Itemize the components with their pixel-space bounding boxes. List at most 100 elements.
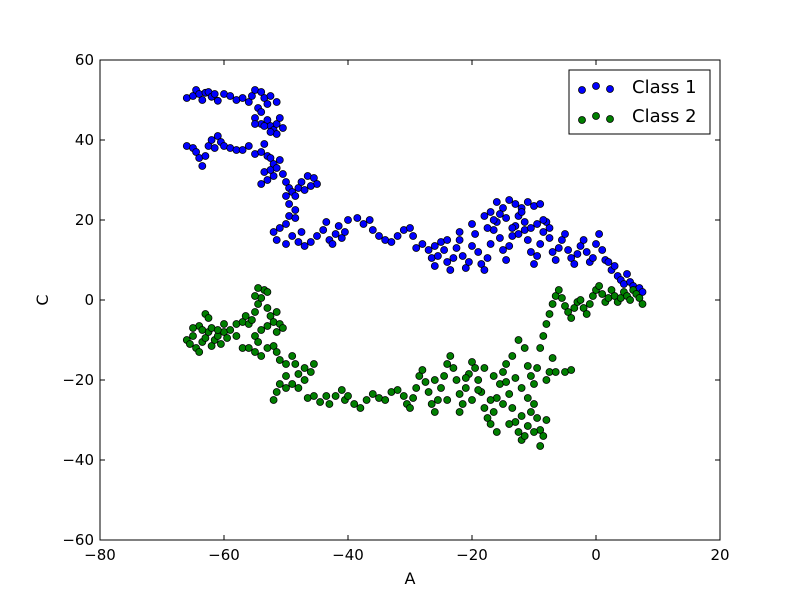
data-point — [269, 228, 278, 236]
data-point — [511, 200, 520, 208]
data-point — [192, 148, 201, 156]
data-point — [499, 246, 507, 254]
data-point — [458, 400, 467, 408]
data-point — [207, 136, 216, 144]
data-point — [223, 334, 232, 342]
data-point — [198, 162, 207, 170]
data-point — [530, 428, 538, 436]
legend-label-class-1: Class 1 — [632, 77, 697, 98]
y-tick-label: 60 — [75, 51, 94, 69]
data-point — [288, 232, 297, 240]
legend-marker-dot — [578, 116, 586, 124]
data-point — [412, 384, 421, 392]
data-point — [589, 292, 597, 300]
data-point — [350, 400, 359, 408]
data-point — [213, 326, 222, 334]
data-point — [412, 244, 421, 252]
data-point — [226, 92, 235, 100]
data-point — [251, 292, 259, 300]
data-point — [576, 296, 585, 304]
data-point — [564, 246, 572, 254]
data-point — [499, 400, 507, 408]
data-point — [433, 396, 442, 404]
data-point — [461, 374, 470, 382]
data-point — [306, 368, 315, 376]
data-point — [198, 326, 207, 334]
data-point — [589, 254, 597, 262]
data-point — [282, 384, 290, 392]
data-point — [213, 132, 222, 140]
data-point — [598, 290, 607, 298]
data-point — [558, 294, 566, 302]
data-point — [623, 270, 631, 278]
data-point — [272, 236, 281, 244]
data-point — [213, 96, 222, 105]
data-point — [291, 206, 300, 214]
data-point — [421, 378, 430, 386]
data-point — [520, 344, 529, 352]
y-tick-label: 40 — [75, 131, 94, 149]
data-point — [210, 90, 219, 98]
data-point — [527, 372, 535, 380]
data-point — [548, 248, 557, 256]
data-point — [272, 164, 281, 172]
data-point — [238, 146, 247, 154]
data-point — [505, 196, 514, 204]
data-point — [585, 300, 594, 308]
x-axis-label: A — [405, 569, 416, 588]
data-point — [533, 220, 541, 228]
data-point — [266, 154, 275, 162]
data-point — [381, 396, 390, 404]
data-point — [278, 170, 287, 178]
data-point — [309, 392, 318, 400]
data-point — [226, 326, 235, 334]
data-point — [539, 216, 548, 224]
data-point — [275, 224, 284, 232]
data-point — [449, 364, 458, 372]
data-point — [344, 216, 352, 224]
data-point — [492, 198, 501, 206]
data-point — [536, 200, 545, 208]
y-tick-label: 20 — [75, 211, 94, 229]
data-point — [455, 228, 464, 236]
data-point — [455, 390, 464, 398]
data-point — [533, 414, 541, 422]
data-point — [430, 262, 439, 270]
data-point — [492, 428, 501, 436]
data-point — [201, 334, 210, 342]
data-point — [505, 420, 514, 428]
data-point — [604, 258, 613, 266]
data-point — [204, 314, 213, 322]
data-point — [247, 316, 256, 324]
data-point — [523, 198, 532, 206]
data-point — [195, 348, 204, 356]
data-point — [291, 192, 300, 200]
data-point — [443, 396, 452, 404]
data-point — [554, 286, 563, 294]
data-point — [344, 392, 352, 400]
data-point — [257, 88, 266, 96]
y-axis-label: C — [33, 294, 52, 305]
data-points — [182, 86, 647, 450]
data-point — [598, 246, 607, 254]
data-point — [517, 384, 526, 392]
data-point — [474, 386, 483, 394]
data-point — [561, 302, 569, 310]
legend-box — [568, 69, 711, 135]
data-point — [486, 208, 495, 216]
x-tick-label: 20 — [710, 546, 729, 564]
legend-marker-class-1 — [578, 82, 614, 94]
x-tick-label: 0 — [591, 546, 601, 564]
data-point — [527, 248, 535, 256]
legend-marker-dot — [578, 86, 586, 94]
data-point — [523, 236, 532, 244]
data-point — [185, 340, 194, 348]
data-point — [427, 400, 436, 408]
data-point — [505, 390, 514, 398]
data-point — [325, 400, 334, 408]
data-point — [495, 234, 504, 242]
data-point — [297, 178, 306, 186]
data-point — [533, 252, 541, 260]
data-point — [306, 238, 315, 246]
